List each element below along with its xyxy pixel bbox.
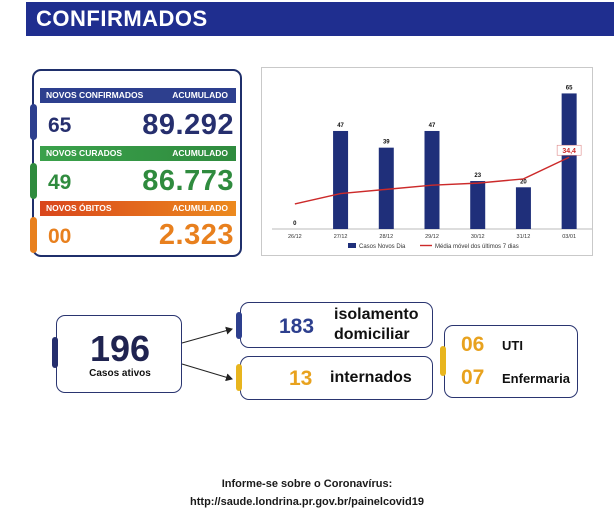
home-isolation-label-2: domiciliar (334, 326, 410, 343)
moving-average-line (294, 156, 570, 205)
deaths-acc-label: ACUMULADO (172, 203, 228, 213)
bar-data-label-3: 47 (429, 123, 436, 129)
arrow-to-hospital (181, 363, 233, 382)
x-tick-label-1: 27/12 (334, 234, 348, 240)
page-title: CONFIRMADOS (36, 6, 208, 31)
home-isolation-pill (236, 312, 242, 339)
cases-chart-panel: 0 26/12 47 27/12 39 28/12 47 29/12 23 30/12 20 31/1… (261, 67, 593, 256)
ward-label: Enfermaria (502, 371, 570, 386)
home-isolation-label-1: isolamento (334, 306, 419, 323)
moving-average-highlight-box (556, 144, 582, 156)
legend-label-line: Média móvel dos últimos 7 dias (435, 244, 519, 250)
deaths-side-bar (30, 217, 37, 253)
icu-label: UTI (502, 338, 523, 353)
stats-panel: NOVOS CONFIRMADOS ACUMULADO 65 89.292 NO… (30, 69, 242, 257)
recovered-acc-label: ACUMULADO (172, 148, 228, 158)
bar-6 (561, 93, 577, 229)
moving-average-highlight-label: 34,4 (562, 148, 576, 155)
icu-ward-box: 06 UTI 07 Enfermaria (444, 325, 578, 398)
cases-chart: 0 26/12 47 27/12 39 28/12 47 29/12 23 30/12 20 31/1… (272, 85, 592, 250)
bar-4 (470, 181, 486, 229)
x-tick-label-5: 31/12 (517, 234, 531, 240)
footer-info: Informe-se sobre o Coronavírus: (221, 478, 393, 490)
hospitalized-label: internados (330, 369, 412, 386)
bar-data-label-6: 65 (566, 85, 573, 91)
home-isolation-box: 183 isolamento domiciliar (240, 302, 433, 348)
x-tick-label-4: 30/12 (471, 234, 485, 240)
footer-link[interactable]: http://saude.londrina.pr.gov.br/painelco… (190, 496, 424, 508)
header-accent (0, 2, 26, 36)
x-tick-label-3: 29/12 (425, 234, 439, 240)
bar-data-label-2: 39 (383, 140, 390, 146)
ward-value: 07 (461, 366, 485, 389)
confirmed-header: NOVOS CONFIRMADOS ACUMULADO (40, 88, 236, 103)
recovered-total-value: 86.773 (142, 165, 234, 197)
confirmed-side-bar (30, 104, 37, 140)
bar-3 (424, 130, 440, 229)
x-tick-label-6: 03/01 (562, 234, 576, 240)
hospitalized-value: 13 (289, 367, 313, 390)
confirmed-total-value: 89.292 (142, 109, 234, 141)
confirmed-acc-label: ACUMULADO (172, 90, 228, 100)
bar-5 (515, 187, 531, 229)
legend-label-bars: Casos Novos Dia (359, 244, 406, 250)
deaths-label: NOVOS ÓBITOS (46, 203, 112, 213)
active-cases-label: Casos ativos (89, 368, 151, 379)
icu-value: 06 (461, 333, 485, 356)
bar-data-label-0: 0 (293, 221, 297, 227)
deaths-new-value: 00 (48, 225, 72, 248)
arrow-to-home (181, 326, 233, 344)
hospitalized-box: 13 internados (240, 356, 433, 400)
bar-data-label-4: 23 (474, 173, 481, 179)
x-tick-label-2: 28/12 (379, 234, 393, 240)
bar-data-label-5: 20 (520, 179, 527, 185)
confirmed-new-value: 65 (48, 114, 72, 137)
confirmed-label: NOVOS CONFIRMADOS (46, 90, 144, 100)
hospitalized-pill (236, 364, 242, 391)
header-banner: CONFIRMADOS (0, 2, 614, 36)
icu-ward-pill (440, 346, 446, 376)
recovered-label: NOVOS CURADOS (46, 148, 123, 158)
active-cases-pill (52, 337, 58, 368)
deaths-header: NOVOS ÓBITOS ACUMULADO (40, 201, 236, 216)
active-cases-box: 196 Casos ativos (56, 315, 182, 393)
home-isolation-value: 183 (279, 315, 315, 338)
legend-swatch-bars (348, 243, 356, 248)
deaths-total-value: 2.323 (158, 219, 234, 251)
bar-data-label-1: 47 (337, 123, 344, 129)
recovered-side-bar (30, 163, 37, 199)
recovered-header: NOVOS CURADOS ACUMULADO (40, 146, 236, 161)
bar-2 (378, 147, 394, 229)
active-cases-value: 196 (89, 328, 151, 369)
recovered-new-value: 49 (48, 171, 72, 194)
bar-1 (333, 130, 349, 229)
x-tick-label-0: 26/12 (288, 234, 302, 240)
